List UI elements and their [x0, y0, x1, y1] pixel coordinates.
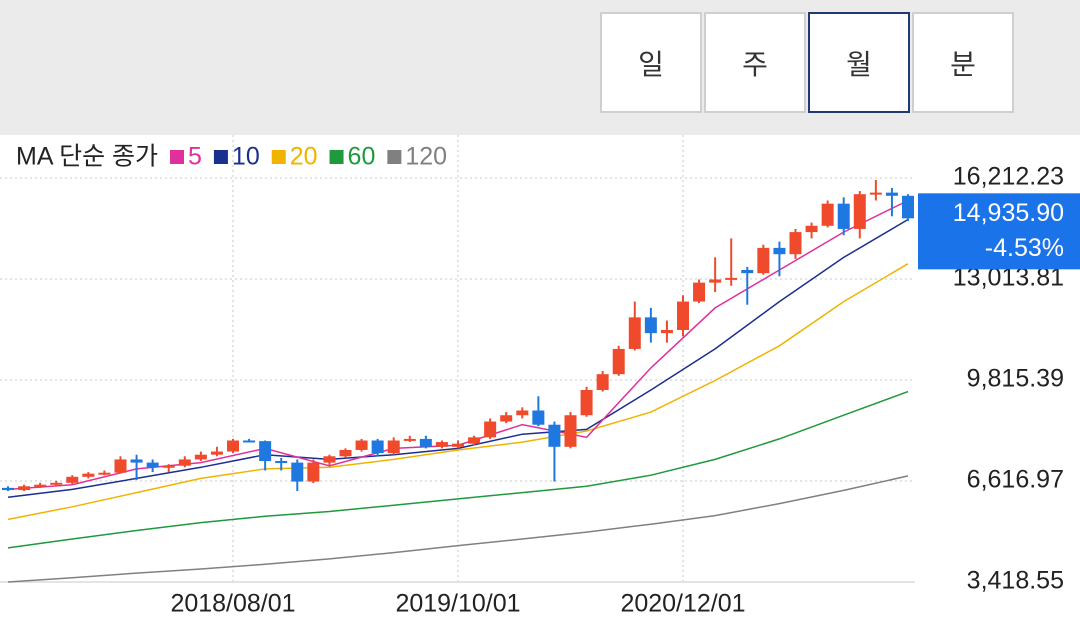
candle-body	[243, 440, 256, 443]
candle-body	[50, 482, 63, 485]
legend-label: 120	[405, 143, 447, 171]
x-tick-label: 2019/10/01	[395, 590, 520, 618]
candle-body	[275, 461, 288, 464]
ma-line	[7, 263, 909, 521]
candle-body	[18, 486, 31, 491]
candle-body	[82, 473, 95, 477]
candle-body	[725, 277, 738, 280]
y-tick-label: 3,418.55	[967, 567, 1064, 595]
x-tick-label: 2018/08/01	[170, 590, 295, 618]
candle-body	[902, 195, 914, 219]
candle-body	[291, 462, 304, 482]
candle-body	[2, 487, 14, 491]
ma-line	[7, 390, 909, 549]
candle-body	[484, 421, 497, 438]
ma-line	[7, 218, 909, 499]
candle-body	[468, 437, 481, 444]
candle-body	[580, 389, 593, 416]
candle-body	[773, 247, 786, 255]
candle-body	[355, 440, 368, 450]
candle-body	[66, 476, 79, 483]
candle-body	[452, 443, 464, 447]
candle-body	[612, 348, 625, 375]
y-tick-label: 9,815.39	[967, 365, 1064, 393]
x-tick-label: 2020/12/01	[620, 590, 745, 618]
candle-body	[869, 192, 882, 195]
y-tick-label: 6,616.97	[967, 466, 1064, 494]
candle-body	[339, 449, 352, 457]
candle-body	[741, 269, 754, 274]
candle-body	[709, 279, 722, 283]
period-tab[interactable]: 주	[704, 12, 806, 113]
period-tab[interactable]: 월	[808, 12, 910, 113]
candle-body	[693, 282, 706, 302]
legend-swatch	[170, 150, 185, 164]
candle-body	[178, 459, 191, 466]
candle-body	[885, 192, 898, 196]
legend-title: MA 단순 종가	[16, 143, 158, 171]
candle-body	[194, 454, 207, 460]
candle-body	[789, 232, 802, 255]
candle-body	[837, 203, 850, 229]
legend-label: 10	[232, 143, 260, 171]
candle-body	[500, 415, 513, 422]
last-price-box	[918, 193, 1080, 270]
legend-swatch	[213, 150, 228, 164]
y-tick-label: 16,212.23	[953, 163, 1064, 191]
candle-body	[564, 415, 577, 447]
legend-label: 60	[348, 143, 376, 171]
candle-body	[435, 442, 448, 447]
candle-body	[757, 247, 770, 274]
candle-body	[259, 441, 272, 462]
legend-label: 20	[290, 143, 318, 171]
candle-body	[210, 451, 223, 455]
candle-body	[596, 374, 609, 390]
candle-body	[114, 459, 127, 473]
candle-body	[323, 456, 336, 463]
candle-body	[548, 424, 561, 447]
candle-body	[403, 438, 416, 441]
candle-body	[516, 410, 529, 416]
candle-body	[227, 440, 239, 452]
legend-swatch	[329, 150, 344, 164]
candle-body	[677, 301, 689, 330]
legend-swatch	[387, 150, 402, 164]
candle-body	[644, 317, 657, 334]
candle-body	[660, 329, 673, 334]
candle-body	[307, 462, 320, 482]
last-price-label: 14,935.90	[953, 199, 1064, 227]
candle-body	[162, 465, 175, 468]
candle-body	[628, 317, 641, 349]
change-label: -4.53%	[985, 234, 1064, 262]
period-tab[interactable]: 일	[600, 12, 702, 113]
ma-line	[7, 475, 909, 583]
candle-body	[821, 203, 834, 226]
candle-body	[371, 440, 384, 454]
legend-swatch	[271, 150, 286, 164]
period-tab[interactable]: 분	[912, 12, 1014, 113]
legend-label: 5	[188, 143, 202, 171]
candle-body	[853, 194, 866, 229]
candle-body	[98, 472, 111, 475]
candle-body	[387, 440, 400, 454]
candle-body	[34, 484, 47, 487]
candle-body	[805, 225, 818, 233]
candle-body	[419, 438, 432, 447]
candle-body	[532, 410, 545, 425]
candle-body	[146, 462, 159, 468]
candle-body	[130, 459, 143, 463]
